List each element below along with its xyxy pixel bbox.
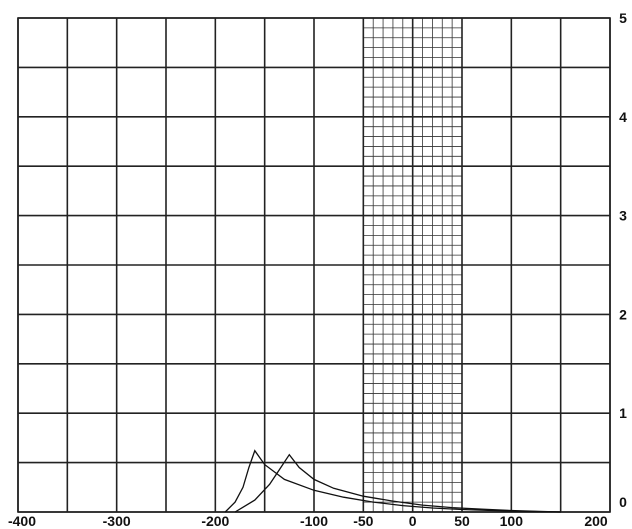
x-tick-label: -50 <box>353 513 373 529</box>
x-tick-label: 200 <box>584 513 608 529</box>
series-line-2 <box>234 453 561 513</box>
y-tick-label: 1 <box>619 405 627 421</box>
x-tick-label: 0 <box>409 513 417 529</box>
y-tick-label: 0 <box>619 494 627 510</box>
y-tick-label: 3 <box>619 208 627 224</box>
y-axis-ticks: 0 1 2 3 4 5 <box>619 10 627 510</box>
x-tick-label: -400 <box>8 513 36 529</box>
plot-frame <box>17 17 611 513</box>
x-tick-label: -300 <box>103 513 131 529</box>
x-tick-label: -200 <box>201 513 229 529</box>
series-layer <box>224 449 561 513</box>
x-tick-label: 100 <box>500 513 524 529</box>
x-tick-label: -100 <box>300 513 328 529</box>
y-tick-label: 2 <box>619 306 627 322</box>
grid <box>17 17 611 513</box>
x-axis-ticks: -400 -300 -200 -100 -50 0 50 100 200 <box>8 513 608 529</box>
x-tick-label: 50 <box>454 513 470 529</box>
y-tick-label: 4 <box>619 109 627 125</box>
series-line-1 <box>224 449 561 513</box>
y-tick-label: 5 <box>619 10 627 26</box>
